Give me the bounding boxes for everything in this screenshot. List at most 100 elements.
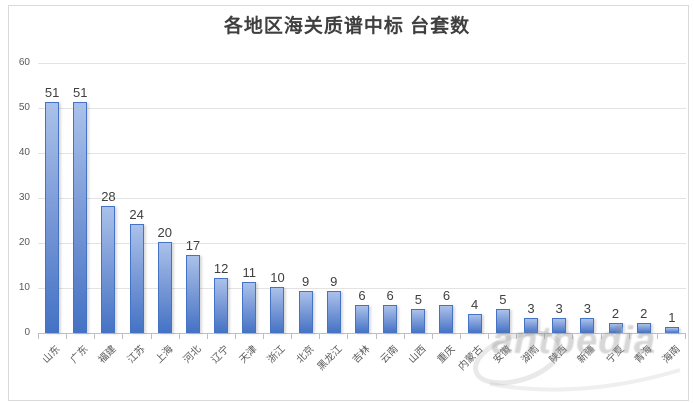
x-tick-label: 云南 [378,343,401,366]
x-label-cell: 陕西 [545,336,573,398]
x-tick [348,334,377,339]
value-label: 3 [527,301,535,316]
bar: 6 [383,288,398,333]
bar-column-上海: 20 [151,63,179,333]
x-label-cell: 江苏 [123,336,151,398]
x-tick-label: 青海 [632,343,655,366]
bar-column-江苏: 24 [123,63,151,333]
x-tick [573,334,602,339]
x-tick [433,334,461,339]
x-tick [602,334,630,339]
x-tick [545,334,574,339]
x-label-cell: 黑龙江 [315,336,348,398]
x-tick-label: 山东 [40,343,63,366]
x-label-cell: 广东 [66,336,94,398]
x-tick [264,334,293,339]
bar-column-安徽: 5 [489,63,517,333]
x-tick [320,334,349,339]
value-label: 6 [386,288,394,303]
gridline [38,108,686,109]
y-tick-label: 10 [18,282,30,293]
bar: 3 [552,301,567,333]
value-label: 5 [499,292,507,307]
value-label: 24 [129,207,144,222]
x-tick-label: 山西 [407,343,429,366]
gridline [38,153,686,154]
x-label-cell: 山东 [38,336,66,398]
value-label: 5 [414,292,422,307]
x-label-cell: 上海 [151,336,179,398]
value-label: 9 [330,274,338,289]
bar-column-福建: 28 [94,63,122,333]
x-tick-label: 海南 [660,343,683,366]
bar-column-重庆: 6 [432,63,460,333]
bar-column-北京: 9 [292,63,320,333]
bar-column-云南: 6 [376,63,404,333]
bar-column-辽宁: 12 [207,63,235,333]
bar: 11 [242,265,257,333]
bar-column-陕西: 3 [545,63,573,333]
x-tick [67,334,96,339]
bar-column-新疆: 3 [573,63,601,333]
x-label-cell: 辽宁 [207,336,235,398]
bar: 5 [495,292,510,333]
x-tick-label: 新疆 [576,343,598,366]
x-label-cell: 天津 [235,336,263,398]
y-tick-label: 30 [18,192,30,203]
bar-column-湖南: 3 [517,63,545,333]
x-tick-label: 吉林 [350,343,373,366]
x-tick-label: 辽宁 [209,343,232,366]
value-label: 4 [471,297,479,312]
x-label-cell: 河北 [179,336,207,398]
x-tick [236,334,264,339]
bar-column-黑龙江: 9 [320,63,348,333]
value-label: 3 [555,301,563,316]
value-label: 2 [611,306,620,321]
bar: 1 [664,310,679,333]
value-label: 2 [640,306,648,321]
bar-column-河北: 17 [179,63,207,333]
value-label: 12 [213,261,229,276]
value-label: 9 [302,274,310,289]
x-label-cell: 宁夏 [601,336,629,398]
bar: 2 [608,306,623,333]
bar: 9 [298,274,313,333]
bar-column-山东: 51 [38,63,66,333]
bar-column-浙江: 10 [263,63,291,333]
x-axis-labels: 山东 广东 福建 江苏 上海 河北 辽宁 天津 浙江 北京 黑龙江 吉林 云南 山西 重庆 内蒙古 安徽 湖南 陕西… [38,336,686,398]
bar: 6 [439,288,454,333]
x-tick-label: 陕西 [547,343,570,366]
x-tick [152,334,180,339]
bar: 3 [580,301,595,333]
x-tick [292,334,321,339]
x-tick-label: 河北 [181,343,204,366]
y-tick-label: 40 [18,147,30,158]
bar: 9 [326,274,341,333]
x-tick [180,334,208,339]
bar: 2 [636,306,651,333]
bar-column-青海: 2 [630,63,658,333]
bar-column-广东: 51 [66,63,94,333]
bar-column-宁夏: 2 [601,63,629,333]
y-tick-label: 20 [18,237,30,248]
bar: 24 [129,207,144,333]
chart-title: 各地区海关质谱中标 台套数 [223,16,471,37]
value-label: 17 [185,238,201,253]
x-tick-label: 安徽 [491,343,514,366]
bar-column-山西: 5 [404,63,432,333]
x-tick [461,334,489,339]
bar: 28 [101,189,116,333]
bar-column-海南: 1 [658,63,686,333]
bar: 4 [467,297,482,333]
x-label-cell: 吉林 [348,336,376,398]
plot-area: 51 51 28 24 20 17 12 11 10 9 9 6 6 5 6 4 5 3 3 3 2 2 1 [38,63,686,334]
value-label: 10 [270,270,285,285]
bar-column-天津: 11 [235,63,263,333]
x-label-cell: 云南 [376,336,404,398]
bar: 6 [354,288,369,333]
x-tick [377,334,405,339]
gridline [38,243,686,244]
x-tick-label: 广东 [68,343,91,366]
x-tick [658,334,686,339]
